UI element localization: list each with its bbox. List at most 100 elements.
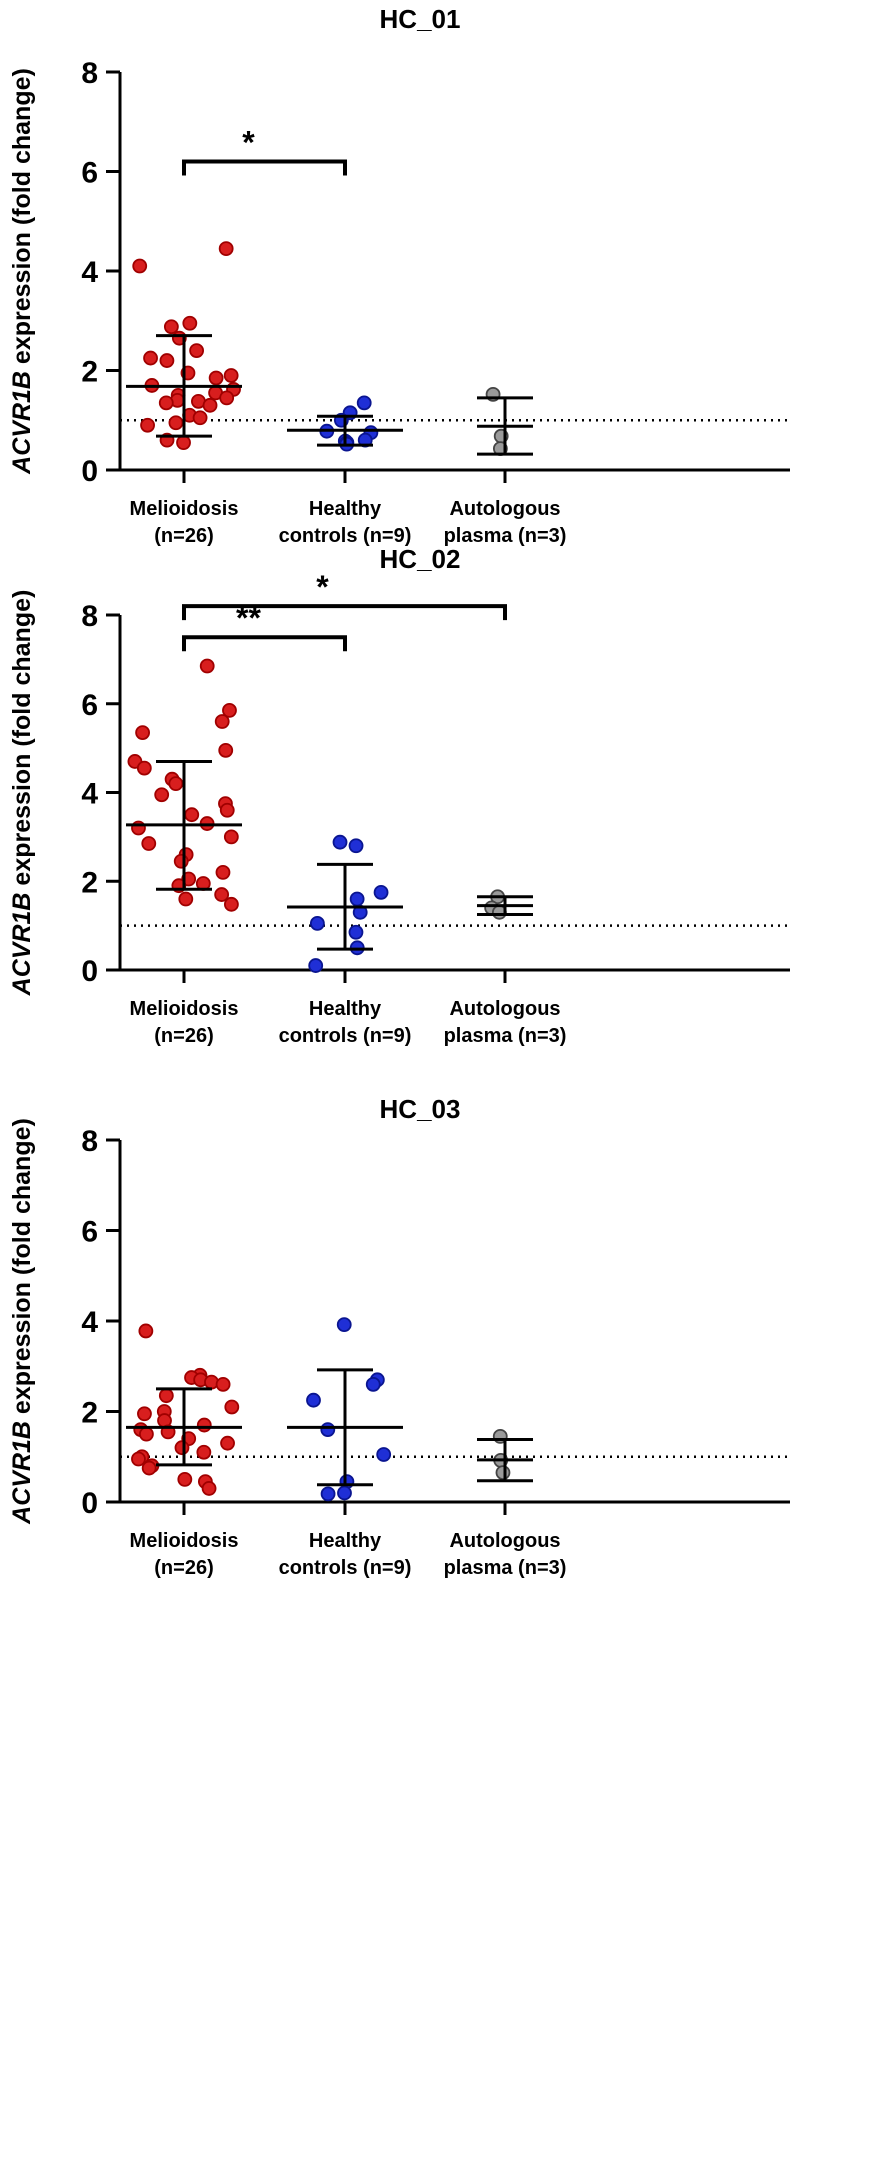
x-tick-label-line2: plasma (n=3): [444, 1557, 567, 1579]
y-tick-label: 2: [81, 1397, 98, 1430]
x-tick-label-line2: controls (n=9): [279, 1025, 412, 1047]
data-point: [215, 864, 231, 880]
data-point: [356, 395, 372, 411]
data-point: [192, 410, 208, 426]
data-point: [137, 1406, 152, 1422]
data-point: [218, 742, 234, 758]
data-point: [219, 390, 235, 406]
data-point: [219, 802, 235, 818]
data-point: [132, 258, 148, 274]
y-axis-label-gene: ACVR1B: [8, 893, 36, 997]
data-point: [373, 884, 389, 900]
data-point: [158, 395, 174, 411]
data-point: [135, 725, 150, 740]
data-point: [143, 350, 158, 366]
data-point: [154, 787, 170, 803]
data-point: [349, 891, 365, 907]
y-tick-label: 4: [81, 1306, 98, 1339]
y-tick-label: 6: [81, 157, 98, 190]
significance-bracket: [182, 159, 347, 176]
y-axis-label: ACVR1B expression (fold change): [8, 1118, 36, 1525]
data-point: [196, 1444, 212, 1460]
data-point: [139, 1426, 154, 1442]
y-tick-label: 0: [81, 1487, 98, 1520]
x-tick-label-line1: Melioidosis: [130, 1530, 239, 1552]
data-point: [159, 353, 175, 368]
y-tick-label: 8: [81, 600, 98, 633]
y-tick-label: 4: [81, 256, 98, 289]
data-point: [178, 891, 194, 907]
data-point: [163, 319, 179, 335]
y-tick-label: 2: [81, 356, 98, 389]
y-tick-label: 2: [81, 866, 98, 899]
panel-hc-02: HC_02 ACVR1B expression (fold change) 0 2 4 6…: [8, 544, 790, 1047]
data-point: [141, 1460, 157, 1476]
chart-title: HC_01: [380, 4, 461, 34]
data-point: [220, 1435, 235, 1451]
data-point: [214, 887, 230, 902]
data-point: [320, 1422, 336, 1437]
y-tick-label: 8: [81, 1125, 98, 1158]
data-point: [218, 241, 234, 257]
significance-label: *: [316, 569, 329, 605]
data-point: [174, 1440, 190, 1456]
y-tick-label: 6: [81, 1216, 98, 1249]
x-tick-label-line1: Melioidosis: [130, 498, 239, 520]
data-point: [215, 1376, 231, 1392]
data-point: [184, 807, 200, 823]
x-tick-label-line1: Autologous: [449, 498, 560, 520]
data-point: [376, 1447, 392, 1462]
data-point: [168, 776, 184, 792]
panel-hc-01: HC_01 ACVR1B expression (fold change) 0 2 4 6…: [8, 4, 790, 547]
data-point: [131, 1451, 146, 1467]
data-point: [223, 829, 239, 845]
data-point: [138, 1323, 154, 1339]
x-tick-label-line1: Autologous: [449, 998, 560, 1020]
data-point: [306, 1392, 321, 1408]
x-tick-label-line2: controls (n=9): [279, 1557, 412, 1579]
y-tick-label: 4: [81, 778, 98, 811]
data-point: [357, 432, 373, 448]
data-point: [189, 343, 205, 359]
data-point: [309, 916, 325, 931]
y-axis-label-gene: ACVR1B: [8, 1421, 36, 1525]
data-point: [348, 924, 364, 940]
data-point: [177, 1471, 193, 1487]
data-point: [224, 1399, 240, 1415]
data-point: [202, 397, 218, 413]
x-tick-label-line2: (n=26): [154, 525, 213, 547]
y-axis-label-rest: expression (fold change): [8, 590, 36, 893]
y-tick-label: 0: [81, 955, 98, 988]
x-tick-label-line1: Healthy: [309, 498, 382, 520]
data-point: [208, 370, 224, 386]
significance-bracket: [182, 635, 347, 652]
y-tick-label: 8: [81, 57, 98, 90]
data-point: [158, 1388, 174, 1404]
data-point: [320, 1486, 336, 1502]
data-point: [332, 834, 348, 850]
x-tick-label-line2: (n=26): [154, 1025, 213, 1047]
panel-hc-03: HC_03 ACVR1B expression (fold change) 0 2 4 6…: [8, 1094, 790, 1579]
x-tick-label-line1: Melioidosis: [130, 998, 239, 1020]
x-tick-label-line2: plasma (n=3): [444, 1025, 567, 1047]
data-point: [204, 1374, 219, 1390]
data-point: [495, 1465, 511, 1480]
data-point: [308, 958, 324, 973]
data-point: [173, 853, 189, 869]
data-point: [337, 1485, 352, 1501]
data-point: [140, 417, 155, 433]
data-point: [365, 1376, 381, 1392]
data-point: [176, 435, 191, 451]
chart-title: HC_02: [380, 544, 461, 574]
data-point: [348, 838, 364, 854]
y-axis-label: ACVR1B expression (fold change): [8, 68, 36, 475]
y-axis-label-rest: expression (fold change): [8, 1118, 36, 1421]
y-axis-label: ACVR1B expression (fold change): [8, 590, 36, 997]
y-axis-label-rest: expression (fold change): [8, 68, 36, 371]
chart-title: HC_03: [380, 1094, 461, 1124]
x-tick-label-line1: Healthy: [309, 998, 382, 1020]
data-point: [223, 368, 239, 383]
x-tick-label-line1: Autologous: [449, 1530, 560, 1552]
